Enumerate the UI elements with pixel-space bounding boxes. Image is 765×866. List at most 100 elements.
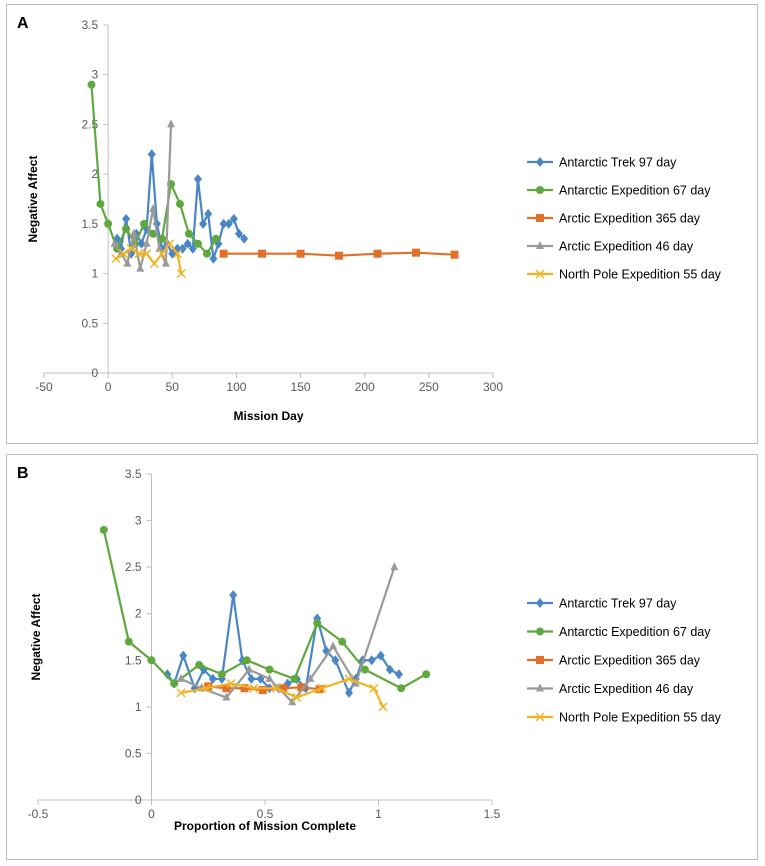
- series-0: [163, 590, 403, 698]
- legend-item: Arctic Expedition 365 day: [527, 212, 701, 226]
- data-point: [110, 238, 119, 247]
- data-point: [224, 218, 233, 229]
- data-point: [96, 199, 105, 208]
- data-point: [104, 219, 113, 228]
- x-axis-title: Mission Day: [233, 409, 303, 423]
- legend-swatch-marker: [535, 712, 545, 722]
- data-point: [222, 692, 231, 701]
- series-line: [166, 593, 400, 694]
- data-point: [240, 684, 249, 693]
- data-point: [142, 238, 151, 247]
- legend-swatch-marker: [536, 241, 544, 249]
- data-point: [199, 218, 208, 229]
- data-point: [123, 258, 132, 267]
- data-point: [147, 656, 156, 665]
- data-point: [149, 203, 158, 212]
- data-point: [167, 119, 176, 128]
- series-1: [87, 80, 220, 258]
- data-point: [344, 674, 354, 684]
- y-tick-label: 0: [135, 793, 142, 807]
- series-line: [102, 529, 427, 690]
- series-line: [180, 677, 385, 708]
- data-point: [265, 665, 274, 674]
- y-tick-label: 1: [91, 267, 98, 281]
- y-tick-label: 2: [135, 607, 142, 621]
- x-tick-label: 150: [291, 380, 311, 394]
- y-tick-label: 3.5: [125, 467, 142, 481]
- data-point: [155, 243, 164, 252]
- legend-item: Antarctic Expedition 67 day: [527, 184, 711, 198]
- data-point: [140, 219, 149, 228]
- data-point: [288, 697, 297, 706]
- data-point: [170, 679, 179, 688]
- data-point: [87, 80, 96, 89]
- x-tick-label: 0: [105, 380, 112, 394]
- data-point: [202, 249, 211, 258]
- data-point: [226, 679, 236, 689]
- data-point: [242, 656, 251, 665]
- data-point: [99, 525, 108, 534]
- y-tick-label: 0.5: [125, 746, 142, 760]
- data-point: [376, 650, 385, 661]
- data-point: [195, 660, 204, 669]
- panel-letter-b: B: [17, 465, 29, 482]
- data-point: [122, 224, 131, 233]
- legend-item: Antarctic Expedition 67 day: [527, 625, 711, 639]
- data-point: [313, 613, 322, 624]
- data-point: [378, 702, 388, 712]
- data-point: [367, 655, 376, 666]
- data-point: [306, 673, 315, 682]
- data-point: [290, 674, 299, 683]
- x-axis-title: Proportion of Mission Complete: [174, 819, 356, 833]
- data-point: [335, 251, 344, 260]
- data-point: [129, 228, 138, 237]
- y-tick-label: 0: [91, 366, 98, 380]
- x-tick-label: 1: [375, 807, 382, 821]
- x-tick-label: 0: [148, 807, 155, 821]
- series-4: [176, 674, 388, 712]
- data-point: [149, 259, 159, 269]
- data-point: [234, 228, 243, 239]
- data-point: [390, 562, 399, 571]
- legend-swatch-marker: [535, 269, 545, 279]
- data-point: [134, 249, 144, 259]
- y-tick-label: 3: [91, 68, 98, 82]
- y-axis-title: Negative Affect: [29, 594, 43, 681]
- data-point: [149, 229, 158, 238]
- data-point: [161, 258, 170, 267]
- data-point: [204, 208, 213, 219]
- series-2: [219, 248, 459, 260]
- chart-b: -0.5 0 0.5 1 1.5 0 0.5 1 1.5 2 2.5 3 3.5 Proportion o…: [28, 467, 722, 833]
- data-point: [394, 669, 403, 680]
- data-point: [179, 650, 188, 661]
- legend-item: Antarctic Trek 97 day: [527, 156, 677, 170]
- y-tick-label: 1: [135, 700, 142, 714]
- legend-item: Arctic Expedition 46 day: [527, 240, 694, 254]
- data-point: [176, 688, 186, 698]
- legend: Antarctic Trek 97 day Antarctic Expeditio…: [527, 597, 722, 725]
- y-axis-title: Negative Affect: [26, 156, 40, 243]
- legend-label: Arctic Expedition 365 day: [559, 654, 701, 668]
- legend-swatch-marker: [536, 627, 544, 636]
- x-tick-label: 50: [166, 380, 180, 394]
- x-tick-label: 200: [355, 380, 375, 394]
- x-tick-label: 250: [419, 380, 439, 394]
- x-tick-label: -0.5: [28, 807, 49, 821]
- y-tick-label: 2: [91, 167, 98, 181]
- data-point: [163, 669, 172, 680]
- data-point: [126, 244, 136, 254]
- x-tick-label: 300: [483, 380, 503, 394]
- data-point: [193, 174, 202, 185]
- data-point: [258, 686, 267, 695]
- data-point: [136, 263, 145, 272]
- data-point: [193, 239, 202, 248]
- data-point: [258, 249, 267, 258]
- data-point: [176, 269, 186, 279]
- data-point: [360, 665, 369, 674]
- y-tick-label: 2.5: [125, 560, 142, 574]
- data-point: [222, 684, 231, 693]
- data-point: [373, 249, 382, 258]
- data-point: [369, 683, 379, 693]
- data-point: [265, 673, 274, 682]
- series-4: [111, 239, 186, 279]
